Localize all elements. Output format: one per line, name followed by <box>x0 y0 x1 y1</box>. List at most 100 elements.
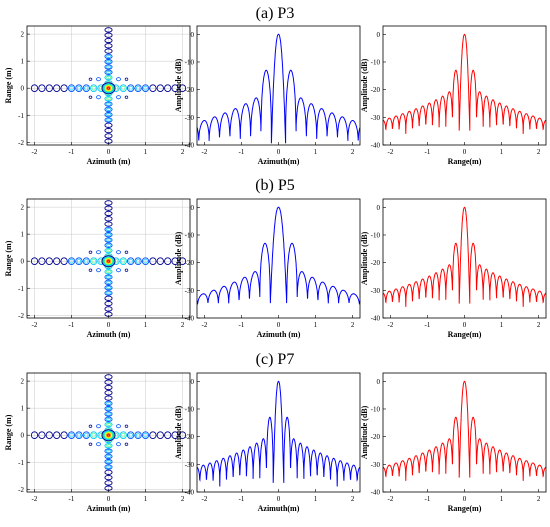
contour-lobe-range-inner <box>106 70 111 74</box>
contour-lobe-azimuth <box>75 257 83 266</box>
contour-mainlobe <box>101 82 116 95</box>
x-tick-label: -2 <box>387 495 393 503</box>
y-axis-label: Amplitude (dB) <box>174 58 183 112</box>
y-tick-label: -1 <box>18 459 24 467</box>
y-tick-label: -2 <box>18 312 24 320</box>
contour-lobe-azimuth <box>53 84 61 93</box>
contour-lobe-azimuth <box>60 84 68 93</box>
contour-lobe-range <box>104 27 113 33</box>
contour-lobe-range-inner <box>106 118 111 122</box>
contour-lobe-diagonal <box>96 95 101 100</box>
contour-lobe-range <box>104 395 113 401</box>
y-tick-label: 0 <box>377 31 381 39</box>
x-tick-label: 2 <box>537 148 541 156</box>
y-tick-label: -30 <box>185 114 195 122</box>
x-axis-label: Range(m) <box>448 504 482 513</box>
y-tick-label: 0 <box>191 31 195 39</box>
contour-mainlobe <box>105 85 112 92</box>
x-tick-label: -1 <box>425 495 431 503</box>
contour-lobe-azimuth-inner <box>84 258 89 264</box>
x-tick-label: -2 <box>201 321 207 329</box>
x-axis-label: Azimuth(m) <box>258 504 300 513</box>
contour-mainlobe <box>102 430 115 441</box>
y-tick-label: -2 <box>18 486 24 494</box>
contour-mainlobe <box>102 83 115 94</box>
x-tick-label: 2 <box>351 495 355 503</box>
contour-lobe-azimuth <box>30 257 39 266</box>
y-tick-label: -20 <box>185 433 195 441</box>
x-tick-label: -1 <box>425 321 431 329</box>
y-axis-label: Range (m) <box>4 240 13 276</box>
contour-lobe-range-inner <box>106 423 111 427</box>
contour-lobe-range <box>104 459 113 465</box>
contour-lobe-range <box>104 205 113 211</box>
contour-lobe-azimuth-inner <box>135 258 141 264</box>
contour-lobe-azimuth <box>60 257 68 266</box>
x-tick-label: 1 <box>144 148 148 156</box>
contour-lobe-range <box>104 464 113 470</box>
x-tick-label: 1 <box>314 321 318 329</box>
contour-lobe-range <box>104 101 113 107</box>
contour-lobe-azimuth <box>141 84 150 93</box>
contour-lobe-azimuth-inner <box>121 258 126 264</box>
contour-mainlobe <box>106 86 111 91</box>
contour-lobe-range <box>104 221 113 227</box>
contour-lobe-azimuth <box>164 84 172 93</box>
contour-lobe-azimuth-inner <box>128 432 133 438</box>
contour-lobe-range <box>104 453 113 460</box>
contour-lobe-range <box>104 480 113 486</box>
y-tick-label: -30 <box>371 287 381 295</box>
contour-lobe-azimuth <box>60 431 68 440</box>
plot-frame <box>196 198 361 319</box>
contour-lobe-azimuth-inner <box>135 85 141 91</box>
contour-lobe-azimuth <box>119 84 127 93</box>
contour-lobe-range <box>104 400 113 407</box>
x-tick-label: 1 <box>144 321 148 329</box>
contour-lobe-range <box>104 406 113 412</box>
contour-lobe-range <box>104 374 113 380</box>
y-tick-label: -40 <box>371 142 381 150</box>
contour-lobe-range <box>104 106 113 113</box>
y-tick-label: -40 <box>371 489 381 497</box>
contour-mainlobe <box>104 257 113 266</box>
contour-mainlobe <box>107 86 110 90</box>
contour-lobe-range-inner <box>106 401 111 405</box>
contour-lobe-range-inner <box>106 449 111 453</box>
contour-lobe-diagonal <box>96 250 101 255</box>
contour-lobe-range <box>104 53 113 60</box>
contour-lobe-azimuth <box>164 431 172 440</box>
x-tick-label: 0 <box>463 495 467 503</box>
y-tick-label: -20 <box>185 86 195 94</box>
contour-lobe-azimuth <box>156 84 164 93</box>
contour-lobe-range-inner <box>106 243 111 247</box>
contour-mainlobe <box>104 431 113 440</box>
contour-mainlobe <box>102 256 115 267</box>
contour-lobe-diagonal <box>88 77 93 81</box>
y-tick-label: -30 <box>185 461 195 469</box>
y-tick-label: 1 <box>21 231 25 239</box>
x-tick-label: 2 <box>181 148 185 156</box>
contour-mainlobe <box>107 259 110 263</box>
contour-lobe-azimuth <box>67 257 76 266</box>
y-tick-label: -20 <box>185 259 195 267</box>
panel-b-contour: -2 -1 0 1 2 -2 -1 0 1 2 Azimuth (m) Range (m) <box>4 198 191 339</box>
x-tick-label: 0 <box>107 148 111 156</box>
contour-lobe-azimuth-inner <box>84 432 89 438</box>
contour-lobe-azimuth <box>149 431 157 440</box>
y-tick-label: -10 <box>185 58 195 66</box>
y-tick-label: 0 <box>191 378 195 386</box>
y-tick-label: 0 <box>377 378 381 386</box>
x-tick-label: -1 <box>239 148 245 156</box>
contour-lobe-range <box>104 133 113 139</box>
contour-lobe-diagonal <box>88 95 93 99</box>
contour-lobe-range <box>104 112 113 118</box>
plot-frame <box>382 198 547 319</box>
contour-lobe-range <box>104 210 113 217</box>
panel-c-contour: -2 -1 0 1 2 -2 -1 0 1 2 Azimuth (m) Range (m) <box>4 372 191 513</box>
contour-lobe-azimuth <box>119 431 127 440</box>
contour-lobe-diagonal <box>116 250 121 255</box>
contour-lobe-range-inner <box>106 417 111 421</box>
contour-lobe-range-inner <box>106 102 111 106</box>
